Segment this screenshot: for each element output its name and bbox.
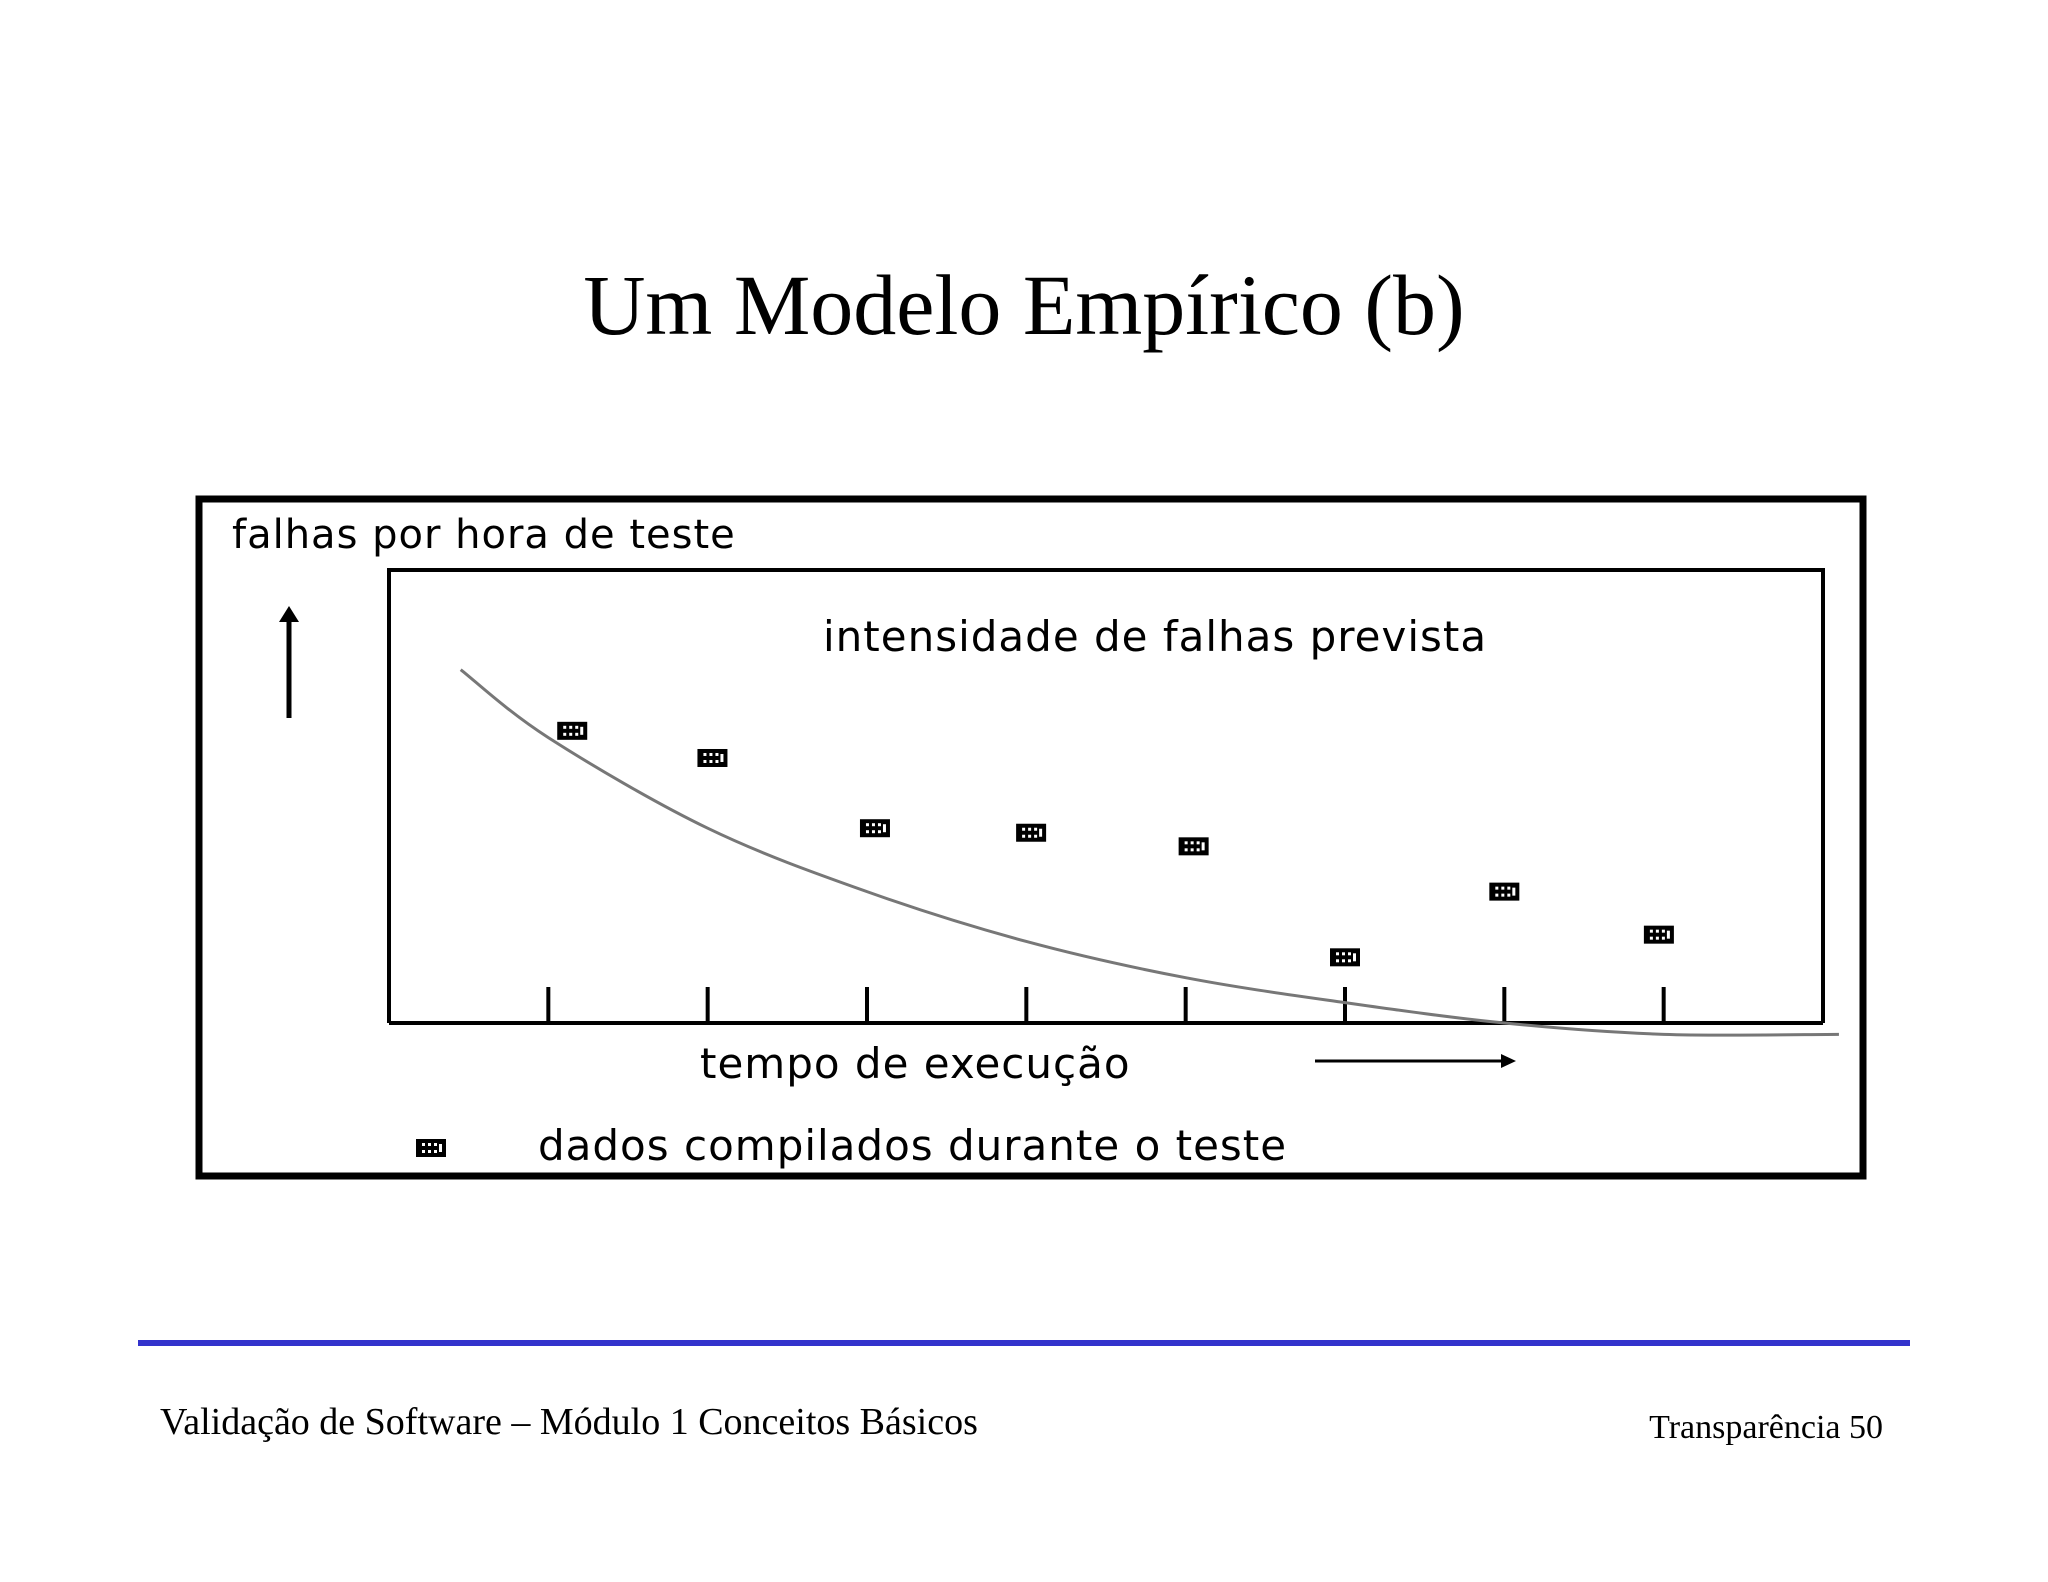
legend-marker-icon <box>416 1139 446 1157</box>
footer-slide-number: Transparência 50 <box>1649 1409 1883 1446</box>
data-point-2 <box>697 748 728 767</box>
footer-course-title: Validação de Software – Módulo 1 Conceit… <box>160 1401 978 1443</box>
predicted-curve <box>459 668 1839 1037</box>
data-point-5 <box>1178 837 1209 856</box>
slide-title: Um Modelo Empírico (b) <box>583 257 1465 353</box>
y-axis-arrow-icon <box>279 606 299 718</box>
y-axis-label: falhas por hora de teste <box>232 512 736 558</box>
data-point-1 <box>557 721 588 740</box>
curve-label: intensidade de falhas prevista <box>823 612 1487 661</box>
data-point-8 <box>1643 925 1674 944</box>
data-point-4 <box>1016 823 1047 842</box>
data-points <box>557 721 1674 967</box>
x-ticks <box>546 987 1666 1023</box>
plot-area-frame <box>387 568 1825 1023</box>
figure-frame <box>195 495 1867 1180</box>
data-point-7 <box>1489 882 1520 901</box>
footer-rule <box>138 1340 1910 1346</box>
x-axis-arrow-icon <box>1315 1054 1516 1068</box>
legend-label: dados compilados durante o teste <box>538 1121 1287 1170</box>
x-axis-label: tempo de execução <box>700 1039 1131 1088</box>
data-point-3 <box>859 819 890 838</box>
data-point-6 <box>1330 948 1360 967</box>
